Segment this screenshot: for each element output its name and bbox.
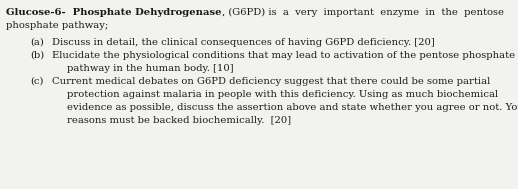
Text: (a): (a) bbox=[30, 38, 44, 47]
Text: protection against malaria in people with this deficiency. Using as much biochem: protection against malaria in people wit… bbox=[67, 90, 498, 99]
Text: Elucidate the physiological conditions that may lead to activation of the pentos: Elucidate the physiological conditions t… bbox=[52, 51, 515, 60]
Text: pathway in the human body. [10]: pathway in the human body. [10] bbox=[67, 64, 234, 73]
Text: , (G6PD) is  a  very  important  enzyme  in  the  pentose: , (G6PD) is a very important enzyme in t… bbox=[222, 8, 503, 17]
Text: Current medical debates on G6PD deficiency suggest that there could be some part: Current medical debates on G6PD deficien… bbox=[52, 77, 490, 86]
Text: Discuss in detail, the clinical consequences of having G6PD deficiency. [20]: Discuss in detail, the clinical conseque… bbox=[52, 38, 435, 47]
Text: (c): (c) bbox=[30, 77, 44, 86]
Text: Glucose-6-  Phosphate Dehydrogenase: Glucose-6- Phosphate Dehydrogenase bbox=[6, 8, 222, 17]
Text: (b): (b) bbox=[30, 51, 44, 60]
Text: evidence as possible, discuss the assertion above and state whether you agree or: evidence as possible, discuss the assert… bbox=[67, 103, 518, 112]
Text: phosphate pathway;: phosphate pathway; bbox=[6, 21, 108, 30]
Text: reasons must be backed biochemically.  [20]: reasons must be backed biochemically. [2… bbox=[67, 116, 291, 125]
